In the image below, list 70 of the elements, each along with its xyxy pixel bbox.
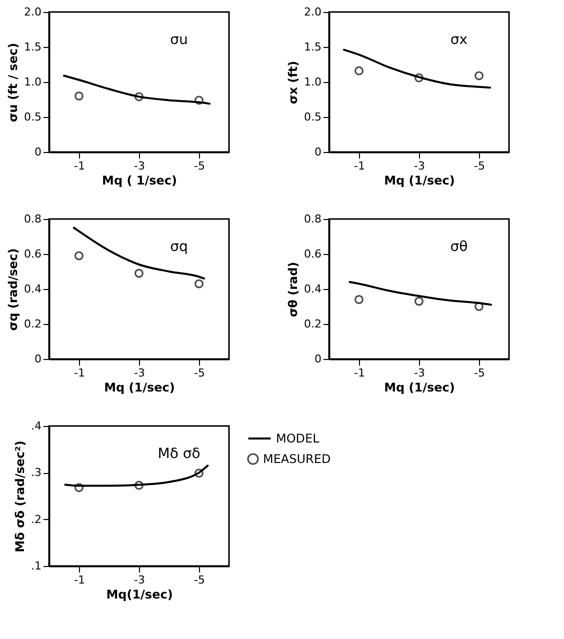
y-tick-label: 0 [314,352,322,366]
y-tick-label: 0.8 [304,212,322,226]
y-tick-label: 0.5 [304,110,322,124]
point [474,302,484,311]
x-tick-label: -5 [194,366,205,380]
x-tick-label: -5 [194,574,205,586]
x-axis-title: Mq (1/sec) [384,380,455,394]
x-tick-label: -3 [134,366,145,380]
x-axis-title: Mq ( 1/sec) [102,174,177,188]
y-tick-label: .4 [31,420,42,432]
annotation: σq [170,239,188,255]
x-tick-label: -3 [414,160,425,172]
y-axis-title: σx (ft) [286,60,300,104]
point [414,73,424,82]
x-tick-label: -1 [74,160,85,172]
annotation: σu [170,32,188,48]
point [354,66,364,76]
y-tick-label: 0 [34,352,42,366]
x-tick-label: -5 [474,366,485,380]
point [74,251,84,260]
y-tick-label: 1.0 [304,76,322,88]
x-tick-label: -3 [134,160,145,172]
annotation: σx [450,32,468,48]
x-tick-label: -5 [194,160,205,172]
y-tick-label: 0.2 [24,318,42,330]
x-tick-label: -5 [474,160,485,172]
y-tick-label: 0.6 [304,248,322,260]
point [194,279,204,288]
y-tick-label: .2 [31,512,42,526]
point [134,268,144,278]
x-tick-label: -1 [74,574,85,586]
x-axis-title: Mq(1/sec) [106,588,173,602]
point [194,468,204,478]
y-tick-label: 0.4 [304,282,322,296]
y-tick-label: 0.8 [24,212,42,226]
x-tick-label: -1 [354,366,365,380]
y-axis-title: σθ (rad) [286,262,300,318]
y-tick-label: 0 [314,146,322,158]
y-tick-label: .3 [31,466,42,480]
y-tick-label: 2.0 [24,6,42,18]
y-tick-label: 1.0 [24,76,42,88]
x-axis-title: Mq (1/sec) [104,380,175,394]
y-tick-label: 1.5 [24,40,42,54]
point [414,296,424,306]
annotation: Mδ σδ [158,446,200,462]
point [474,71,484,80]
y-tick-label: 0.5 [24,110,42,124]
x-tick-label: -1 [74,366,85,380]
x-tick-label: -3 [414,366,425,380]
point [134,480,144,490]
y-tick-label: 0 [34,146,42,158]
line-series [63,74,210,105]
legend-label: MODEL [276,432,320,446]
y-tick-label: 0.4 [24,282,42,296]
legend-label: MEASURED [263,452,331,466]
x-axis-title: Mq (1/sec) [384,174,455,188]
y-tick-label: 0.2 [304,318,322,330]
annotation: σθ [450,239,468,255]
y-tick-label: .1 [31,560,42,572]
y-tick-label: 0.6 [24,248,42,260]
point [74,483,84,492]
line-series [343,48,492,89]
x-tick-label: -1 [354,160,365,172]
y-axis-title: σu (ft / sec) [6,42,20,122]
y-tick-label: 2.0 [304,6,322,18]
y-axis-title: Mδ σδ (rad/sec²) [13,440,28,552]
point [354,295,364,304]
y-axis-title: σq (rad/sec) [6,248,20,331]
x-tick-label: -3 [134,574,145,586]
y-tick-label: 1.5 [304,40,322,54]
